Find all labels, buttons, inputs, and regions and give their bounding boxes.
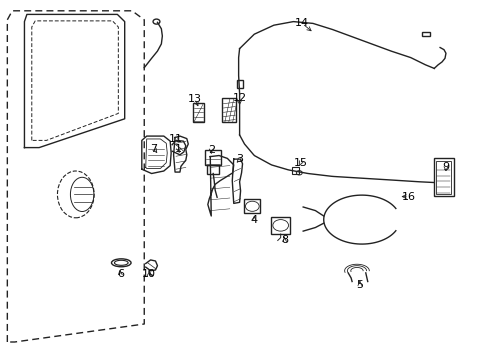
Text: 11: 11 bbox=[169, 134, 183, 144]
Bar bbox=[433, 158, 453, 196]
Text: 6: 6 bbox=[117, 269, 123, 279]
Bar bbox=[244, 199, 260, 213]
Text: 3: 3 bbox=[236, 154, 243, 165]
Bar bbox=[292, 167, 299, 174]
Bar bbox=[207, 165, 219, 174]
Text: 14: 14 bbox=[295, 18, 308, 28]
Text: 9: 9 bbox=[442, 162, 448, 172]
Bar bbox=[222, 98, 236, 122]
Text: 2: 2 bbox=[207, 145, 214, 156]
Text: 16: 16 bbox=[401, 192, 415, 202]
Bar bbox=[205, 150, 221, 165]
Text: 4: 4 bbox=[250, 215, 257, 225]
Bar bbox=[421, 32, 429, 36]
Text: 15: 15 bbox=[293, 158, 307, 168]
Text: 1: 1 bbox=[175, 144, 182, 154]
Text: 10: 10 bbox=[142, 269, 156, 279]
Bar bbox=[271, 217, 289, 234]
Bar bbox=[236, 80, 242, 88]
Bar bbox=[193, 103, 203, 122]
Text: 12: 12 bbox=[232, 93, 246, 103]
Text: 5: 5 bbox=[356, 280, 363, 290]
Bar bbox=[435, 161, 450, 194]
Text: 7: 7 bbox=[150, 144, 157, 154]
Text: 13: 13 bbox=[187, 94, 201, 104]
Text: 8: 8 bbox=[281, 235, 287, 245]
